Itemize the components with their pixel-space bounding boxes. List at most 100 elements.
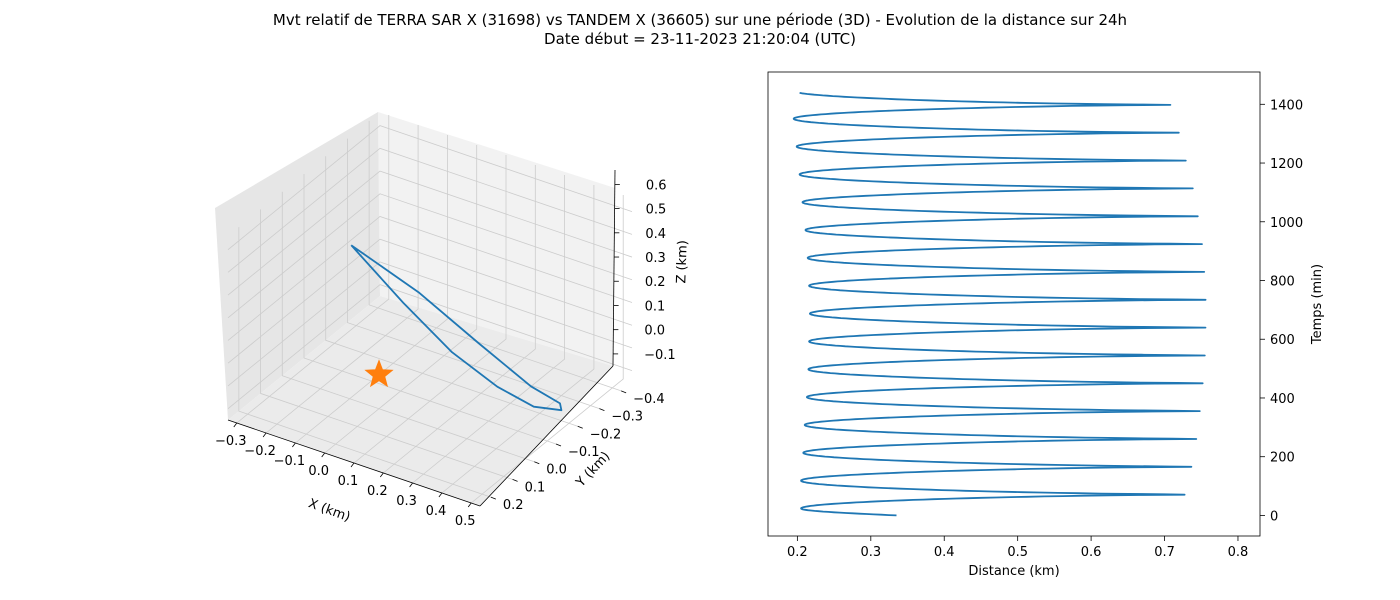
x-tick-label: 0.0 <box>308 464 329 479</box>
grid-line-y <box>260 209 513 480</box>
y-tick-mark <box>512 479 518 482</box>
grid-line-y <box>325 156 578 427</box>
plot-area-2d <box>767 71 1261 537</box>
z-tick-label: 0.0 <box>644 324 665 339</box>
z-tick-label: 0.5 <box>646 203 667 218</box>
x-tick-mark <box>409 482 413 488</box>
x-tick-label: 0.5 <box>1007 545 1028 560</box>
y-ticks-2d: 0 200 400 600 800 1000 1200 1400 <box>1260 98 1303 524</box>
x-tick-label: 0.2 <box>367 484 388 499</box>
x-ticks-2d: 0.2 0.3 0.4 0.5 0.6 0.7 0.8 <box>787 536 1248 560</box>
grid-line-z <box>227 284 633 409</box>
x-tick-label: 0.2 <box>787 545 808 560</box>
x-tick-label: −0.2 <box>244 444 276 459</box>
x-tick-mark <box>292 442 296 448</box>
grid-line-x <box>412 175 566 484</box>
pane-floor <box>228 296 613 506</box>
x-tick-label: 0.4 <box>934 545 955 560</box>
x-tick-label: 0.4 <box>426 504 447 519</box>
x-tick-label: −0.1 <box>274 454 306 469</box>
z-axis-label-3d: Z (km) <box>674 240 691 284</box>
x-tick-label: 0.3 <box>396 494 417 509</box>
x-tick-mark <box>321 452 326 458</box>
x-tick-label: 0.5 <box>455 514 476 529</box>
z-tick-label: 0.1 <box>645 299 666 314</box>
z-tick-label: −0.1 <box>644 348 676 363</box>
x-tick-label: 0.3 <box>860 545 881 560</box>
z-tick-label: 0.3 <box>645 251 666 266</box>
x-tick-mark <box>438 492 443 498</box>
x-ticks-3d: −0.3−0.2−0.10.0 0.1 0.2 0.3 0.4 0.5 <box>215 422 476 529</box>
y-tick-label: −0.3 <box>611 410 643 425</box>
figure-title-line1: Mvt relatif de TERRA SAR X (31698) vs TA… <box>273 11 1127 29</box>
x-tick-label: 0.1 <box>338 474 359 489</box>
x-axis-label-2d: Distance (km) <box>968 564 1059 579</box>
y-tick-mark <box>555 443 562 447</box>
y-tick-label: 200 <box>1270 451 1295 466</box>
x-tick-label: 0.7 <box>1154 545 1175 560</box>
grid-line-x <box>441 185 595 494</box>
z-tick-label: 0.4 <box>645 227 666 242</box>
x-tick-mark <box>467 502 472 508</box>
y-tick-label: 0.0 <box>546 463 567 478</box>
grid-line-y <box>347 138 600 409</box>
y-axis-label-2d: Temps (min) <box>1310 264 1325 345</box>
grid-line-z <box>227 125 633 250</box>
x-tick-label: 0.6 <box>1081 545 1102 560</box>
distance-series-line <box>792 92 1207 517</box>
z-tick-label: 0.2 <box>645 275 666 290</box>
grid-line-z <box>227 193 633 319</box>
grid-line-z <box>227 170 633 296</box>
y-tick-mark <box>577 425 583 429</box>
grid-line-z <box>227 216 633 341</box>
x-tick-label: −0.3 <box>215 434 247 449</box>
grid-line-z <box>227 147 633 273</box>
trajectory-line <box>350 244 563 412</box>
z-ticks-3d: −0.1 0.0 0.1 0.2 0.3 0.4 0.5 0.6 <box>613 178 676 363</box>
x-axis-label-3d: X (km) <box>306 496 352 525</box>
grid-line-y <box>368 120 622 392</box>
x-tick-mark <box>233 422 238 428</box>
x-tick-mark <box>379 472 384 478</box>
figure-title-line2: Date début = 23-11-2023 21:20:04 (UTC) <box>544 30 856 48</box>
y-tick-label: 800 <box>1270 275 1295 290</box>
y-axis-line <box>479 365 614 507</box>
grid-line-y <box>303 174 557 445</box>
z-tick-label: 0.6 <box>646 178 667 193</box>
chart-3d-trajectory: −0.3−0.2−0.10.00.10.20.30.40.5 −0.4−0.3−… <box>215 112 691 529</box>
grid-line-x <box>295 135 448 444</box>
y-tick-label: −0.2 <box>590 427 622 442</box>
y-ticks-3d: −0.4 −0.3 −0.2 −0.10.00.10.2 <box>490 390 665 513</box>
y-tick-mark <box>620 390 627 394</box>
chart-distance-vs-time: 0.2 0.3 0.4 0.5 0.6 0.7 0.8 0 200 400 600 800 1000 1… <box>767 71 1325 579</box>
x-tick-mark <box>262 432 267 438</box>
x-tick-label: 0.8 <box>1228 545 1249 560</box>
y-tick-label: 1200 <box>1270 157 1303 172</box>
y-tick-label: 0.2 <box>503 498 524 513</box>
y-tick-mark <box>534 461 540 465</box>
y-tick-label: 0 <box>1270 509 1278 524</box>
grid-line-x <box>236 115 390 424</box>
y-tick-mark <box>599 408 605 411</box>
grid-line-x <box>383 165 536 474</box>
grid-line-x <box>324 145 478 454</box>
grid-line-x <box>353 155 507 464</box>
pane-back-yz <box>215 112 380 420</box>
y-tick-label: 400 <box>1270 392 1295 407</box>
y-tick-label: 1400 <box>1270 98 1303 113</box>
y-tick-label: 0.1 <box>525 480 546 495</box>
grid-line-z <box>227 261 633 387</box>
grid-line-x <box>265 125 419 434</box>
x-tick-mark <box>350 462 355 468</box>
y-tick-mark <box>490 496 497 500</box>
y-tick-label: −0.4 <box>633 392 665 407</box>
y-tick-label: −0.1 <box>568 445 600 460</box>
pane-back-xz <box>378 112 615 366</box>
z-axis-line <box>612 169 616 367</box>
star-marker <box>364 359 394 388</box>
y-tick-label: 1000 <box>1270 216 1303 231</box>
grid-line-y <box>281 191 535 463</box>
grid-line-y <box>238 227 491 498</box>
grid-line-z <box>227 238 633 364</box>
